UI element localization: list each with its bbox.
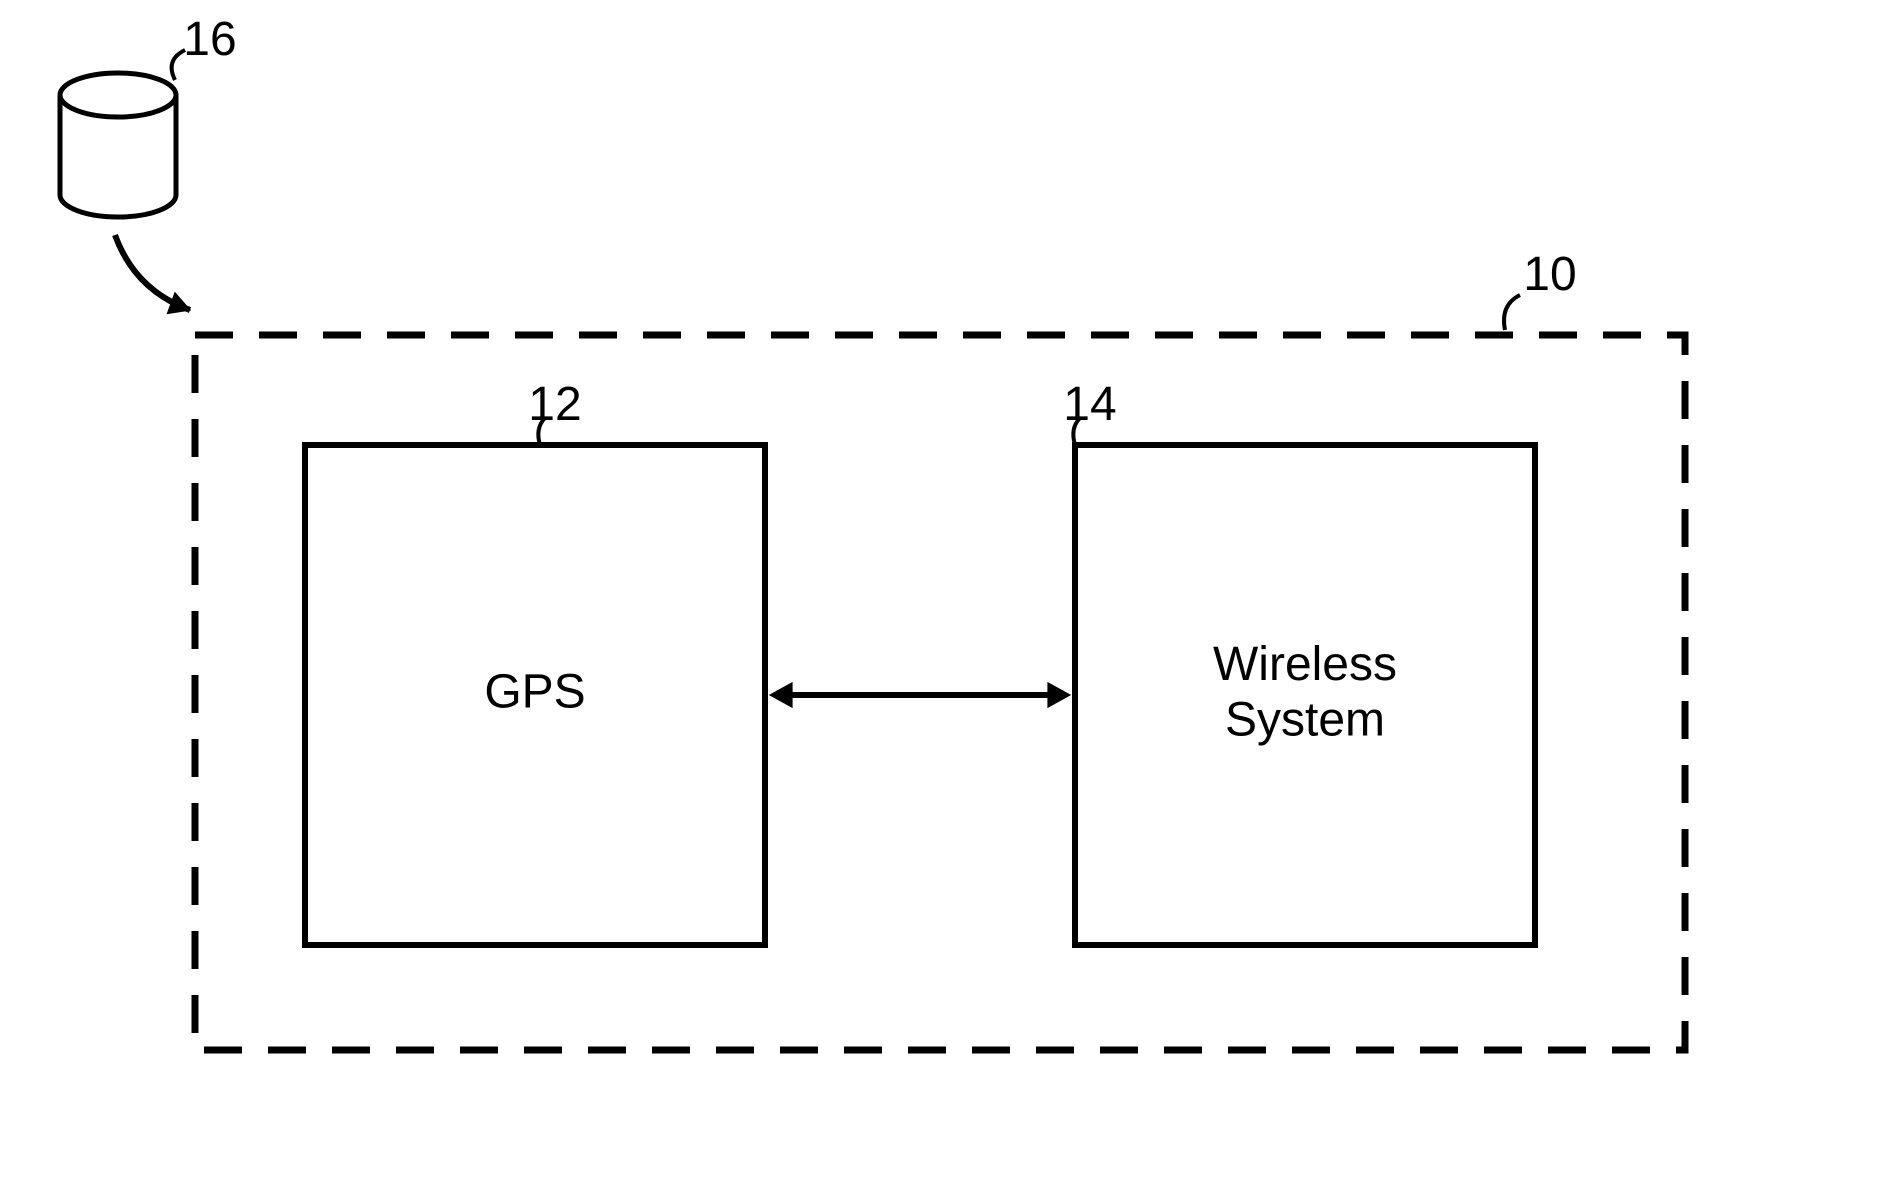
gps-ref: 12 xyxy=(528,378,581,431)
gps-label-line-0: GPS xyxy=(484,666,585,719)
wireless-label-line-1: System xyxy=(1225,693,1385,746)
container-ref: 10 xyxy=(1523,248,1576,301)
wireless-label-line-0: Wireless xyxy=(1213,638,1397,691)
wireless-ref: 14 xyxy=(1063,378,1116,431)
cylinder-ref: 16 xyxy=(183,13,236,66)
